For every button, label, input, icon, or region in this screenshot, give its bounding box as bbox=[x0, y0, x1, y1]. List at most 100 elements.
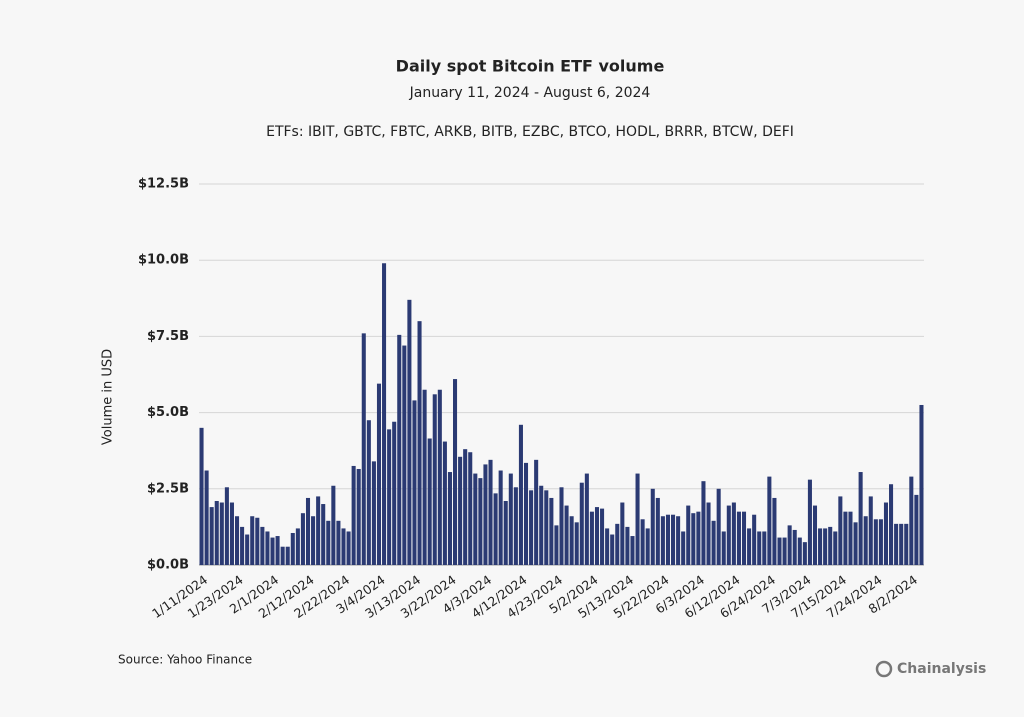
bar bbox=[843, 511, 848, 565]
bar bbox=[762, 531, 767, 565]
bar bbox=[422, 389, 427, 565]
bar bbox=[371, 461, 376, 565]
bar bbox=[224, 487, 229, 565]
bar bbox=[250, 516, 255, 565]
bar bbox=[640, 519, 645, 565]
bar bbox=[909, 476, 914, 565]
bar bbox=[285, 546, 290, 565]
bar bbox=[812, 505, 818, 565]
brand-name: Chainalysis bbox=[897, 661, 986, 677]
bar bbox=[255, 517, 260, 565]
bar bbox=[878, 519, 883, 565]
bar bbox=[741, 511, 747, 565]
bar bbox=[453, 379, 458, 565]
bar bbox=[458, 456, 463, 565]
bar bbox=[792, 529, 797, 565]
bar bbox=[823, 528, 828, 565]
bar bbox=[600, 508, 605, 565]
source: Source: Yahoo Finance bbox=[118, 653, 252, 667]
bar bbox=[691, 513, 696, 565]
bar bbox=[382, 263, 387, 565]
bar bbox=[392, 421, 397, 565]
bar bbox=[300, 513, 305, 565]
y-tick-label: $5.0B bbox=[147, 405, 189, 420]
bar bbox=[665, 514, 670, 565]
chart-title: Daily spot Bitcoin ETF volume bbox=[396, 57, 665, 76]
bar bbox=[716, 488, 721, 565]
bar bbox=[858, 472, 863, 565]
bar bbox=[412, 400, 417, 565]
bar bbox=[290, 532, 295, 565]
bar bbox=[873, 519, 878, 565]
bar bbox=[802, 542, 807, 565]
bar bbox=[594, 507, 600, 565]
bar bbox=[397, 334, 402, 565]
bar bbox=[767, 476, 772, 565]
bar bbox=[523, 462, 529, 565]
bar bbox=[574, 522, 579, 565]
bar bbox=[199, 427, 204, 565]
bar bbox=[797, 537, 802, 565]
bar bbox=[904, 523, 909, 565]
bar bbox=[549, 497, 554, 565]
bar bbox=[899, 523, 904, 565]
bar bbox=[853, 522, 858, 565]
bar bbox=[757, 531, 762, 565]
bar bbox=[341, 528, 346, 565]
bar bbox=[361, 333, 366, 565]
bar bbox=[868, 496, 873, 565]
bar bbox=[468, 452, 473, 565]
bar bbox=[204, 470, 209, 565]
bar bbox=[615, 523, 620, 565]
bar bbox=[686, 505, 691, 565]
bar bbox=[240, 526, 245, 565]
bar bbox=[650, 488, 655, 565]
bar bbox=[782, 537, 787, 565]
bar bbox=[432, 394, 437, 565]
bar bbox=[366, 420, 371, 565]
y-axis-label: Volume in USD bbox=[101, 349, 116, 445]
bar bbox=[295, 528, 300, 565]
bar bbox=[534, 459, 539, 565]
bar bbox=[488, 459, 493, 565]
bar bbox=[351, 465, 356, 565]
bar bbox=[645, 528, 650, 565]
bar bbox=[336, 520, 341, 565]
bar bbox=[554, 525, 559, 565]
bar bbox=[280, 546, 285, 565]
bar bbox=[620, 502, 625, 565]
bar bbox=[894, 523, 899, 565]
bar bbox=[518, 424, 523, 565]
bar bbox=[569, 516, 574, 565]
bar bbox=[508, 473, 513, 565]
bar bbox=[787, 525, 792, 565]
bar bbox=[701, 481, 706, 565]
bar bbox=[833, 531, 838, 565]
bar bbox=[275, 536, 280, 565]
bar bbox=[316, 496, 321, 565]
bar bbox=[544, 490, 549, 565]
bar bbox=[321, 504, 326, 565]
bar bbox=[807, 479, 812, 565]
bar bbox=[260, 526, 265, 565]
bar bbox=[326, 520, 331, 565]
bar bbox=[463, 449, 468, 565]
bar bbox=[559, 487, 564, 565]
bar bbox=[513, 487, 518, 565]
bar bbox=[711, 520, 716, 565]
bar bbox=[305, 497, 311, 565]
bar bbox=[635, 473, 640, 565]
bar bbox=[503, 500, 508, 565]
bar bbox=[539, 485, 544, 565]
bar bbox=[838, 496, 843, 565]
chart-subtitle: January 11, 2024 - August 6, 2024 bbox=[409, 85, 651, 101]
logo-icon bbox=[875, 660, 893, 678]
y-tick-label: $2.5B bbox=[147, 481, 189, 496]
y-tick-label: $12.5B bbox=[138, 177, 189, 192]
bar bbox=[376, 383, 382, 565]
bar bbox=[726, 505, 731, 565]
bar bbox=[772, 497, 777, 565]
bar bbox=[610, 534, 615, 565]
